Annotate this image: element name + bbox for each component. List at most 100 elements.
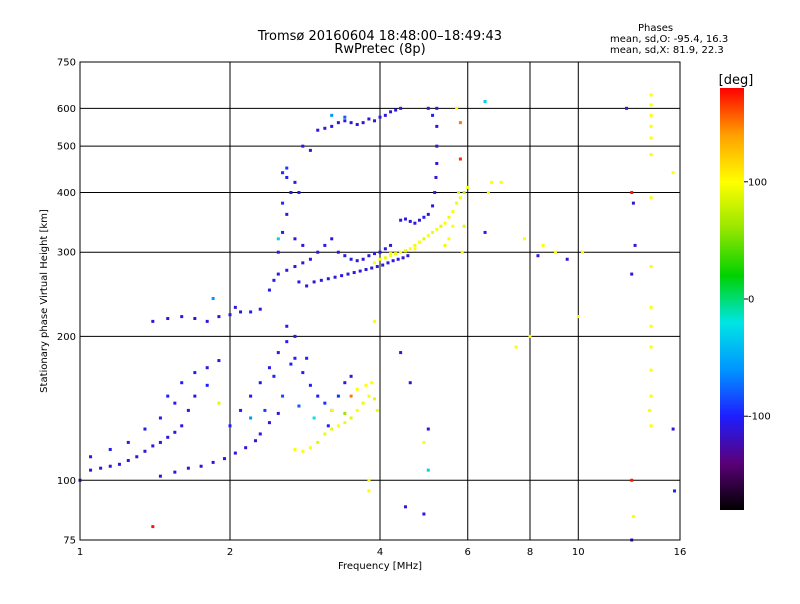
data-point — [158, 416, 162, 420]
data-point — [308, 148, 312, 152]
data-point — [285, 212, 289, 216]
data-point — [367, 117, 371, 121]
data-point — [394, 108, 398, 112]
data-point — [99, 466, 103, 470]
data-point — [435, 161, 439, 165]
data-point — [205, 366, 209, 370]
data-point — [180, 381, 184, 385]
x-tick-label: 4 — [377, 547, 383, 558]
data-point — [297, 280, 301, 284]
data-point — [383, 113, 387, 117]
data-point — [186, 466, 190, 470]
data-point — [408, 247, 412, 251]
data-point — [211, 460, 215, 464]
data-point — [458, 121, 462, 125]
data-point — [276, 272, 280, 276]
data-point — [126, 440, 130, 444]
data-point — [166, 435, 170, 439]
y-tick-label: 500 — [57, 142, 76, 153]
data-point — [649, 324, 653, 328]
data-point — [649, 124, 653, 128]
data-point — [293, 356, 297, 360]
data-point — [565, 257, 569, 261]
data-point — [281, 201, 285, 205]
data-point — [483, 100, 487, 104]
chart-title-line-2: RwPretec (8p) — [334, 42, 425, 57]
data-point — [466, 185, 470, 189]
data-point — [451, 210, 455, 214]
y-tick-label: 400 — [57, 188, 76, 199]
data-point — [399, 250, 403, 254]
data-point — [249, 310, 253, 314]
data-point — [349, 257, 353, 261]
data-point — [233, 305, 237, 309]
x-tick-label: 8 — [527, 547, 533, 558]
data-point — [349, 374, 353, 378]
axis-tick-labels: 1 2 4 6 8 10 16 75 100 200 300 400 500 600 750 — [57, 58, 686, 559]
data-point — [305, 356, 309, 360]
data-point — [630, 190, 634, 194]
data-point — [89, 468, 93, 472]
data-point — [358, 269, 362, 273]
data-point — [435, 124, 439, 128]
data-point — [308, 446, 312, 450]
data-point — [462, 190, 466, 194]
data-point — [633, 243, 637, 247]
stats-heading: Phases — [638, 23, 673, 34]
data-point — [158, 440, 162, 444]
data-point — [117, 462, 121, 466]
data-point — [180, 315, 184, 319]
data-point — [378, 257, 382, 261]
data-point — [364, 383, 368, 387]
data-point — [258, 432, 262, 436]
data-point — [89, 455, 93, 459]
data-point — [381, 263, 385, 267]
data-point — [239, 310, 243, 314]
data-point — [373, 319, 377, 323]
data-point — [173, 430, 177, 434]
data-point — [143, 449, 147, 453]
data-points — [78, 93, 677, 542]
data-point — [399, 351, 403, 355]
data-point — [349, 394, 353, 398]
data-point — [649, 424, 653, 428]
data-point — [293, 180, 297, 184]
data-point — [217, 401, 221, 405]
data-point — [422, 237, 426, 241]
data-point — [649, 136, 653, 140]
data-point — [355, 408, 359, 412]
data-point — [173, 401, 177, 405]
data-point — [336, 424, 340, 428]
data-point — [447, 237, 451, 241]
data-point — [378, 115, 382, 119]
data-point — [336, 250, 340, 254]
data-point — [431, 204, 435, 208]
data-point — [323, 401, 327, 405]
y-tick-label: 100 — [57, 476, 76, 487]
data-point — [367, 478, 371, 482]
data-point — [649, 368, 653, 372]
data-point — [312, 416, 316, 420]
data-point — [199, 464, 203, 468]
data-point — [297, 190, 301, 194]
data-point — [383, 247, 387, 251]
data-point — [158, 474, 162, 478]
data-point — [108, 464, 112, 468]
data-point — [180, 424, 184, 428]
data-point — [486, 190, 490, 194]
data-point — [205, 383, 209, 387]
data-point — [406, 254, 410, 258]
data-point — [649, 265, 653, 269]
data-point — [343, 115, 347, 119]
data-point — [403, 217, 407, 221]
data-point — [373, 119, 377, 123]
data-point — [408, 381, 412, 385]
data-point — [228, 424, 232, 428]
data-point — [336, 394, 340, 398]
x-tick-label: 2 — [227, 547, 233, 558]
data-point — [403, 249, 407, 253]
data-point — [316, 250, 320, 254]
data-point — [319, 278, 323, 282]
y-axis-label: Stationary phase Virtual Height [km] — [39, 209, 50, 393]
data-point — [391, 259, 395, 263]
